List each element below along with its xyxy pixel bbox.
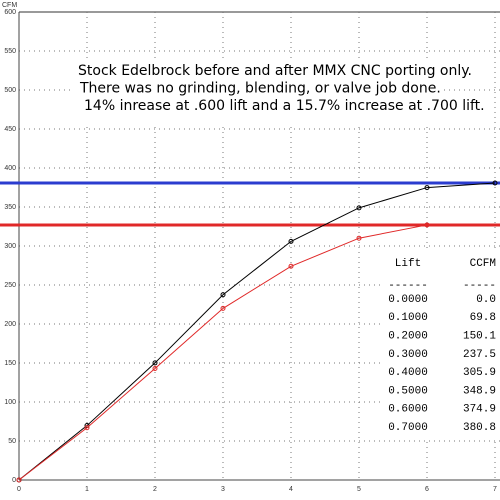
x-tick-label: 3 — [221, 486, 225, 493]
point — [152, 365, 158, 371]
x-tick-label: 7 — [493, 486, 497, 493]
y-tick-label: 100 — [4, 399, 16, 406]
point — [288, 238, 294, 244]
x-tick-label: 4 — [289, 486, 293, 493]
y-tick-label: 50 — [8, 438, 16, 445]
x-tick-label: 2 — [153, 486, 157, 493]
table-cell: 348.9 — [463, 385, 496, 397]
x-tick-label: 0 — [17, 486, 21, 493]
table-cell: 0.5000 — [388, 385, 428, 397]
y-tick-label: 350 — [4, 204, 16, 211]
table-header: CCFM — [470, 258, 496, 270]
table-header: Lift — [395, 258, 421, 270]
table-cell: 150.1 — [463, 331, 496, 343]
table-cell: 0.1000 — [388, 312, 428, 324]
table-cell: 374.9 — [463, 404, 496, 416]
table-cell: 0.3000 — [388, 349, 428, 361]
y-tick-label: 600 — [4, 9, 16, 16]
annotation-text: There was no grinding, blending, or valv… — [79, 81, 441, 97]
x-tick-label: 1 — [85, 486, 89, 493]
table-box — [383, 250, 500, 440]
point — [356, 235, 362, 241]
x-tick-label: 5 — [357, 486, 361, 493]
series-line — [18, 224, 428, 481]
point — [492, 180, 498, 186]
table-cell: 0.0 — [476, 294, 496, 306]
y-tick-label: 200 — [4, 321, 16, 328]
point — [220, 305, 226, 311]
y-tick-label: 400 — [4, 165, 16, 172]
series-line — [18, 182, 496, 481]
point — [84, 425, 90, 431]
y-tick-label: 300 — [4, 243, 16, 250]
table-rule: ----- — [463, 280, 496, 292]
y-tick-label: 150 — [4, 360, 16, 367]
point — [424, 185, 430, 191]
table-cell: 69.8 — [470, 312, 496, 324]
table-cell: 0.4000 — [388, 367, 428, 379]
table-cell: 237.5 — [463, 349, 496, 361]
table-cell: 0.2000 — [388, 331, 428, 343]
point — [424, 222, 430, 228]
y-tick-label: 450 — [4, 126, 16, 133]
table-cell: 0.7000 — [388, 422, 428, 434]
annotation-text: Stock Edelbrock before and after MMX CNC… — [78, 63, 472, 79]
point — [152, 360, 158, 366]
table-cell: 380.8 — [463, 422, 496, 434]
point — [220, 292, 226, 298]
y-axis-label: CFM — [2, 2, 17, 9]
y-tick-label: 500 — [4, 87, 16, 94]
y-tick-label: 250 — [4, 282, 16, 289]
y-tick-label: 0 — [12, 477, 16, 484]
annotation-text: 14% inrease at .600 lift and a 15.7% inc… — [84, 98, 485, 114]
table-cell: 305.9 — [463, 367, 496, 379]
x-tick-label: 6 — [425, 486, 429, 493]
annotation-box — [72, 58, 442, 126]
point — [16, 477, 22, 483]
table-cell: 0.0000 — [388, 294, 428, 306]
y-tick-label: 550 — [4, 48, 16, 55]
point — [288, 263, 294, 269]
point — [356, 205, 362, 211]
table-cell: 0.6000 — [388, 404, 428, 416]
table-rule: ------ — [388, 280, 428, 292]
